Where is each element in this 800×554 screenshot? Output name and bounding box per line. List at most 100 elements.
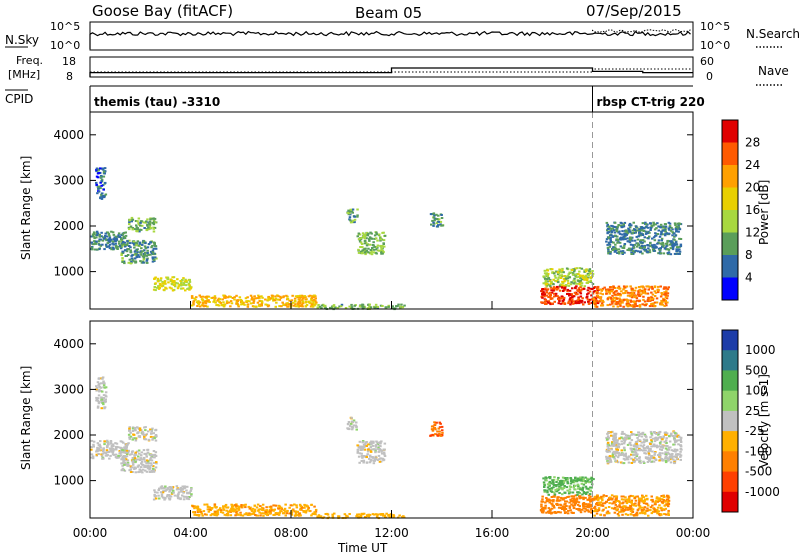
data-cell — [144, 469, 147, 472]
data-cell — [336, 307, 340, 309]
data-cell — [308, 301, 311, 304]
data-cell — [132, 463, 135, 466]
data-cell — [152, 450, 156, 452]
data-cell — [630, 251, 633, 254]
data-cell — [586, 506, 590, 508]
data-cell — [562, 290, 565, 292]
data-cell — [129, 246, 132, 249]
data-cell — [212, 300, 215, 303]
data-cell — [582, 303, 585, 306]
data-cell — [630, 296, 634, 299]
data-cell — [653, 290, 656, 293]
data-cell — [607, 225, 610, 228]
data-cell — [128, 426, 131, 429]
data-cell — [153, 252, 156, 255]
data-cell — [148, 220, 152, 223]
data-cell — [651, 504, 654, 507]
data-cell — [545, 285, 549, 288]
data-cell — [156, 491, 159, 494]
data-cell — [261, 296, 264, 299]
data-cell — [622, 235, 625, 238]
data-cell — [360, 454, 364, 457]
data-cell — [367, 513, 370, 516]
data-cell — [365, 456, 368, 458]
data-cell — [225, 300, 229, 303]
data-cell — [571, 481, 574, 483]
data-cell — [246, 303, 250, 306]
data-cell — [98, 233, 101, 236]
data-cell — [562, 278, 566, 280]
data-cell — [258, 300, 261, 302]
data-cell — [639, 461, 642, 464]
data-cell — [433, 421, 436, 424]
data-cell — [643, 300, 647, 303]
data-cell — [549, 268, 552, 270]
data-cell — [256, 297, 259, 300]
data-cell — [125, 455, 129, 458]
data-cell — [650, 434, 654, 437]
data-cell — [118, 236, 122, 238]
data-cell — [653, 503, 657, 506]
data-cell — [121, 464, 124, 467]
data-cell — [654, 291, 658, 294]
data-cell — [199, 305, 202, 308]
data-cell — [588, 493, 592, 496]
data-cell — [138, 251, 142, 254]
data-cell — [314, 300, 317, 303]
data-cell — [566, 277, 570, 280]
data-cell — [548, 283, 552, 286]
data-cell — [548, 480, 552, 483]
data-cell — [671, 248, 675, 251]
data-cell — [617, 461, 620, 464]
data-cell — [380, 452, 384, 455]
data-cell — [656, 222, 659, 225]
data-cell — [133, 426, 137, 429]
data-cell — [352, 219, 355, 222]
colorbar-segment — [722, 277, 738, 301]
data-cell — [657, 247, 661, 250]
data-cell — [677, 222, 681, 225]
data-cell — [134, 439, 138, 442]
data-cell — [129, 249, 132, 252]
data-cell — [154, 451, 158, 454]
data-cell — [331, 515, 334, 518]
data-cell — [606, 232, 609, 235]
data-cell — [168, 498, 171, 501]
data-cell — [610, 507, 614, 510]
data-cell — [612, 305, 615, 308]
data-cell — [558, 492, 561, 494]
data-cell — [652, 222, 656, 225]
data-cell — [154, 434, 158, 436]
data-cell — [177, 497, 181, 500]
data-cell — [595, 299, 598, 302]
data-cell — [137, 464, 140, 467]
data-cell — [644, 288, 647, 291]
data-cell — [170, 287, 173, 290]
data-cell — [631, 450, 634, 453]
data-cell — [664, 507, 667, 510]
data-cell — [562, 296, 566, 299]
data-cell — [664, 461, 668, 464]
data-cell — [638, 305, 642, 308]
data-cell — [103, 406, 107, 409]
data-cell — [350, 307, 353, 310]
data-cell — [316, 515, 319, 518]
colorbar-tick-label: 16 — [745, 203, 760, 217]
data-cell — [114, 239, 117, 242]
data-cell — [619, 510, 622, 513]
data-cell — [553, 287, 556, 290]
data-cell — [661, 229, 665, 232]
data-cell — [576, 477, 580, 480]
data-cell — [558, 300, 561, 303]
data-cell — [596, 288, 599, 290]
data-cell — [645, 285, 648, 288]
data-cell — [630, 292, 633, 295]
data-cell — [190, 304, 194, 307]
data-cell — [98, 185, 101, 188]
data-cell — [123, 245, 127, 248]
data-cell — [435, 222, 439, 225]
data-cell — [563, 477, 567, 479]
data-cell — [140, 228, 143, 231]
data-cell — [640, 497, 643, 500]
data-cell — [622, 305, 625, 308]
